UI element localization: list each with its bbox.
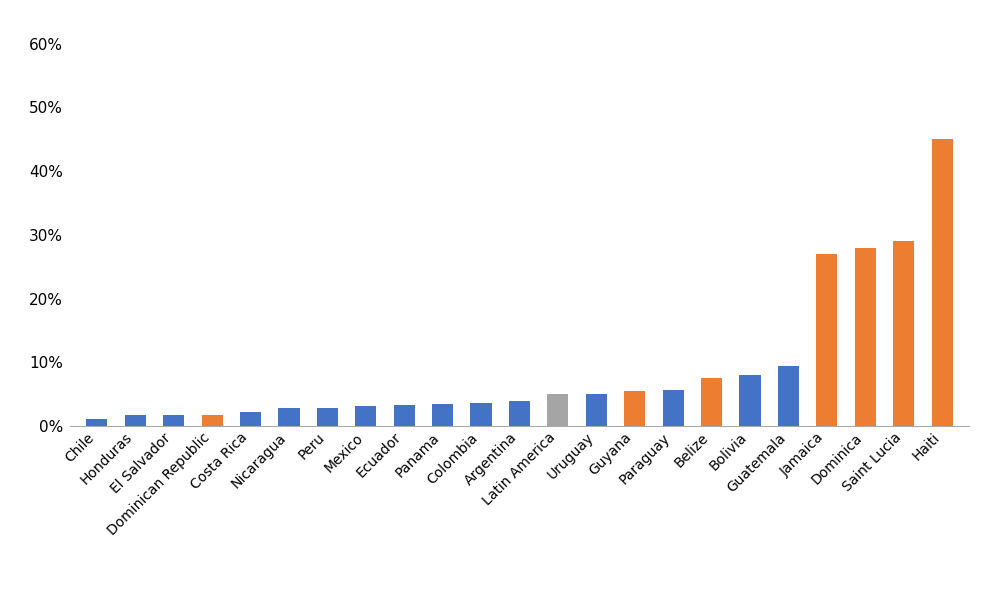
Bar <box>701 378 722 426</box>
Bar <box>471 403 492 426</box>
Bar <box>855 248 876 426</box>
Bar <box>356 406 377 426</box>
Bar <box>202 415 223 426</box>
Bar <box>163 415 184 426</box>
Bar <box>432 404 454 426</box>
Bar <box>816 254 837 426</box>
Bar <box>279 409 300 426</box>
Bar <box>547 395 568 426</box>
Bar <box>585 395 606 426</box>
Bar <box>931 139 953 426</box>
Bar <box>240 412 261 426</box>
Bar <box>125 415 146 426</box>
Bar <box>778 365 799 426</box>
Bar <box>624 391 645 426</box>
Bar <box>86 418 108 426</box>
Bar <box>893 241 914 426</box>
Bar <box>662 390 683 426</box>
Bar <box>317 409 338 426</box>
Bar <box>394 405 415 426</box>
Bar <box>508 401 530 426</box>
Bar <box>739 375 760 426</box>
